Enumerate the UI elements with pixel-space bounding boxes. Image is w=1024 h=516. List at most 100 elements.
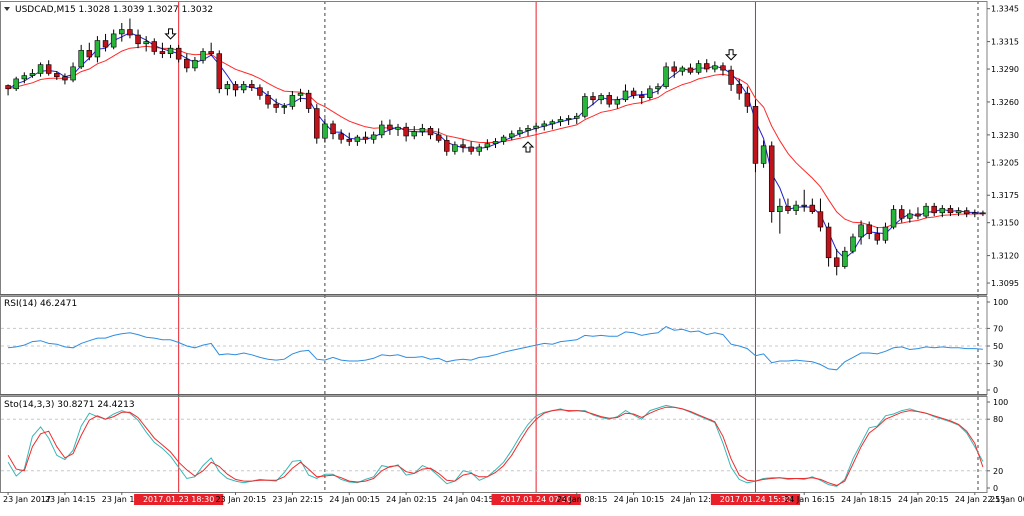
candle: [175, 44, 182, 63]
candle: [395, 123, 401, 136]
chart-menu-triangle-icon[interactable]: [4, 7, 10, 11]
symbol-info: USDCAD,M15 1.3028 1.3039 1.3027 1.3032: [15, 5, 213, 15]
candle: [752, 99, 759, 173]
candle: [476, 143, 482, 156]
candle-body: [29, 73, 36, 76]
price-tick-label: 1.3345: [991, 5, 1019, 14]
candle-body: [468, 146, 474, 152]
stochastic-signal-line: [7, 406, 984, 486]
candle: [947, 205, 954, 217]
candle-body: [281, 106, 288, 108]
candle-body: [760, 145, 767, 164]
candle-body: [265, 95, 271, 105]
candles-layer: [5, 18, 986, 276]
candle-body: [955, 210, 962, 214]
candle-body: [314, 108, 320, 139]
candle: [972, 209, 978, 218]
candle-body: [346, 138, 353, 142]
candle: [330, 120, 336, 140]
candle: [427, 126, 434, 140]
candle-body: [419, 127, 426, 132]
candle-body: [582, 96, 588, 117]
candle: [525, 125, 531, 136]
candle-body: [947, 208, 954, 214]
candle: [468, 141, 474, 155]
candle-body: [638, 95, 645, 98]
candle: [379, 120, 385, 139]
candle-body: [224, 84, 231, 90]
price-tick-label: 1.3205: [991, 158, 1019, 167]
candle: [801, 189, 807, 212]
candle: [939, 205, 946, 218]
event-time-label-bg: [710, 494, 801, 505]
candle: [127, 18, 133, 39]
candle-body: [492, 141, 499, 144]
time-tick-label: 24 Jan 02:15: [386, 495, 437, 504]
candle: [785, 198, 791, 214]
candle: [435, 128, 442, 143]
candle-body: [825, 226, 832, 259]
candle: [151, 38, 158, 55]
candle-body: [614, 99, 621, 105]
candle: [411, 126, 417, 140]
candle-body: [45, 64, 52, 74]
candle: [533, 122, 539, 132]
candle: [963, 207, 970, 218]
chart-header: USDCAD,M15 1.3028 1.3039 1.3027 1.3032: [4, 5, 213, 15]
candle: [338, 129, 344, 144]
candle: [582, 93, 588, 119]
candle-body: [362, 136, 369, 140]
price-panel[interactable]: [5, 18, 986, 276]
candle-body: [5, 85, 11, 90]
time-tick-label: 23 Jan 14:15: [45, 495, 96, 504]
time-tick-label: 23 Jan 2017: [3, 495, 51, 504]
candle-body: [143, 41, 149, 45]
candle-body: [801, 204, 807, 207]
candle-body: [322, 123, 328, 139]
candle: [135, 29, 141, 49]
candle: [314, 104, 320, 144]
candle-body: [232, 84, 239, 91]
indicator-tick-label: 20: [993, 467, 1003, 476]
time-tick-label: 24 Jan 04:15: [443, 495, 494, 504]
candle-body: [687, 67, 694, 73]
ma-slow-line: [7, 45, 983, 229]
time-tick-label: 24 Jan 08:15: [557, 495, 608, 504]
candle-body: [728, 69, 734, 85]
time-tick-label: 24 Jan 10:15: [614, 495, 665, 504]
rsi-panel[interactable]: [1, 326, 987, 371]
candle: [387, 119, 393, 135]
candle: [923, 202, 929, 219]
candle: [167, 44, 174, 59]
candle-body: [395, 126, 401, 130]
candle: [825, 222, 832, 267]
indicator-tick-label: 70: [993, 324, 1003, 333]
candle: [346, 132, 353, 146]
candle: [240, 81, 247, 94]
candle-body: [387, 124, 393, 130]
candle-body: [695, 63, 702, 73]
vertical-lines-layer: [178, 1, 979, 492]
main-panel-frame: [0, 1, 988, 295]
candle: [647, 85, 653, 100]
candle-body: [744, 92, 751, 107]
candle-body: [200, 51, 206, 61]
panel-frames: [0, 1, 988, 493]
candle: [37, 62, 44, 77]
stochastic-panel[interactable]: [1, 404, 987, 487]
candle-body: [850, 236, 856, 252]
candle: [297, 88, 304, 102]
candle: [500, 134, 507, 145]
time-tick-label: 24 Jan 18:15: [841, 495, 892, 504]
price-tick-label: 1.3290: [991, 65, 1019, 74]
candle: [574, 112, 580, 124]
candle-body: [403, 126, 409, 137]
candle-body: [86, 50, 93, 58]
candle: [858, 220, 864, 245]
candle: [712, 61, 718, 73]
candle-body: [630, 90, 637, 96]
candle: [192, 56, 198, 72]
candle: [777, 198, 783, 234]
